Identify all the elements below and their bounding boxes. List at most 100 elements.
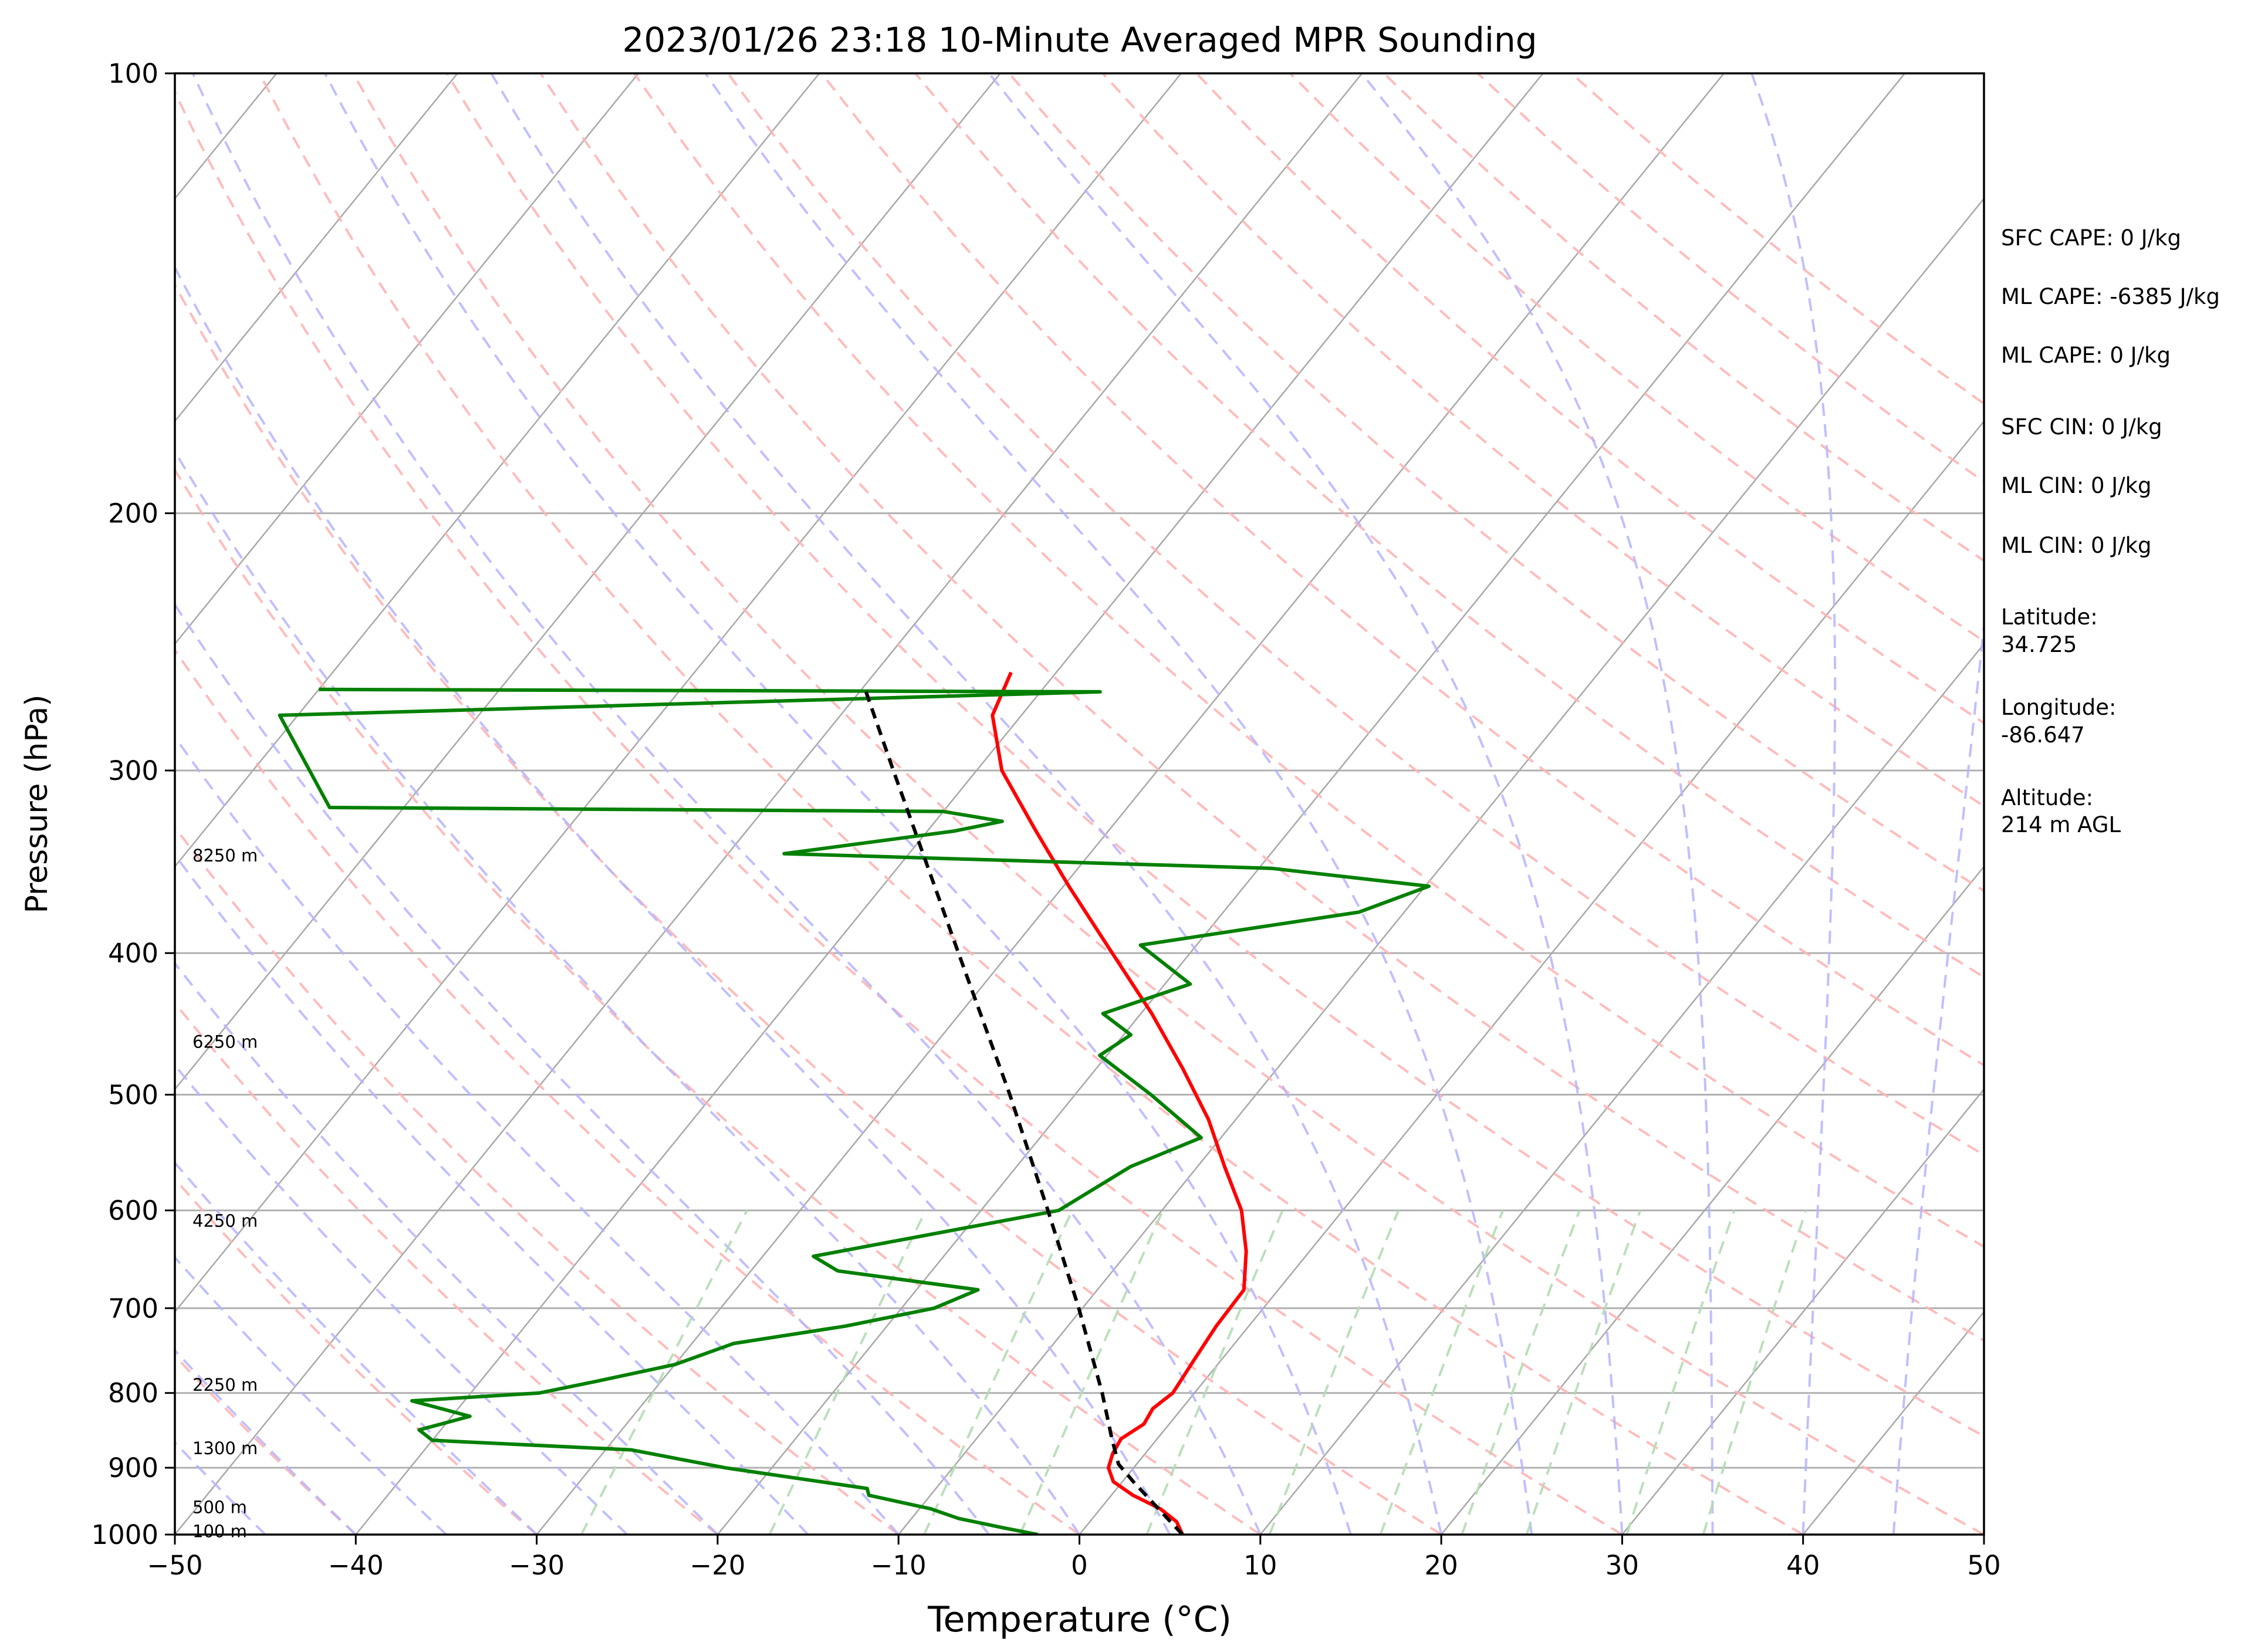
isotherm-line [175, 73, 1363, 1535]
x-tick-label: 10 [1243, 1550, 1277, 1581]
chart-title: 2023/01/26 23:18 10-Minute Averaged MPR … [622, 20, 1537, 60]
moist-adiabat-line [490, 73, 1443, 1535]
moist-adiabat-line [175, 265, 1171, 1535]
x-tick-label: −20 [689, 1550, 745, 1581]
x-tick-label: 0 [1071, 1550, 1088, 1581]
isotherm-line [355, 73, 1544, 1535]
moist-adiabat-line [175, 1161, 538, 1535]
x-tick-label: −50 [147, 1550, 203, 1581]
mixing-ratio-line [1019, 1209, 1164, 1535]
y-tick-label: 500 [108, 1079, 158, 1110]
mixing-ratio-line [1625, 1209, 1736, 1535]
y-tick-label: 400 [108, 938, 158, 969]
isotherm-line [175, 73, 639, 646]
mixing-ratio-line [1461, 1209, 1581, 1535]
moist-adiabat-line [1892, 614, 1984, 1535]
dry-adiabat-line [175, 1177, 538, 1535]
dry-adiabat-line [258, 73, 1804, 1535]
latitude-value: 34.725 [2001, 632, 2077, 657]
sfc-cape-text: SFC CAPE: 0 J/kg [2001, 225, 2181, 251]
height-labels: 8250 m 6250 m 4250 m 2250 m 1300 m 500 m 100 m [192, 846, 258, 1542]
moist-adiabat-line [1750, 73, 1837, 1535]
dry-adiabat-line [445, 73, 1984, 1438]
dry-adiabat-line [175, 648, 1080, 1535]
moist-adiabat-line [324, 73, 1352, 1535]
dry-adiabat-line [633, 73, 1984, 1248]
x-tick-label: 40 [1786, 1550, 1820, 1581]
isotherm-line [1441, 865, 1984, 1535]
ml-cape-text: ML CAPE: 0 J/kg [2001, 343, 2171, 368]
x-tick-label: −30 [509, 1550, 565, 1581]
isotherm-line [1259, 643, 1984, 1535]
dry-adiabat-line [1195, 73, 1984, 725]
height-label: 4250 m [192, 1211, 258, 1231]
moist-adiabats [175, 73, 1984, 1535]
moist-adiabat-line [988, 73, 1624, 1535]
dry-adiabats [175, 73, 1984, 1535]
isotherm-line [716, 73, 1906, 1535]
dry-adiabat-line [352, 73, 1984, 1535]
y-tick-label: 300 [108, 755, 158, 786]
dry-adiabat-line [1101, 73, 1984, 808]
longitude-label: Longitude: [2001, 695, 2117, 720]
moist-adiabat-line [175, 853, 809, 1535]
moist-adiabat-line [175, 961, 719, 1535]
isotherm-line [175, 73, 1182, 1313]
ml-cape-text: ML CAPE: -6385 J/kg [2001, 284, 2220, 309]
ml-cin-text: ML CIN: 0 J/kg [2001, 473, 2152, 498]
y-axis-title: Pressure (hPa) [19, 695, 55, 914]
mixing-ratio-line [1525, 1209, 1642, 1535]
latitude-label: Latitude: [2001, 604, 2098, 630]
height-label: 2250 m [192, 1375, 258, 1395]
isotherm-line [536, 73, 1725, 1535]
y-tick-label: 700 [108, 1293, 158, 1324]
x-tick-label: 20 [1424, 1550, 1458, 1581]
dry-adiabat-line [175, 1001, 719, 1535]
moist-adiabat-line [175, 1255, 447, 1535]
x-tick-label: −40 [328, 1550, 384, 1581]
longitude-value: -86.647 [2001, 722, 2085, 748]
isotherms [175, 73, 1984, 1535]
x-tick-label: −10 [871, 1550, 927, 1581]
y-tick-label: 900 [108, 1452, 158, 1484]
moist-adiabat-line [191, 73, 1262, 1535]
mixing-ratio-line [580, 1209, 748, 1535]
height-label: 1300 m [192, 1438, 258, 1458]
height-label: 6250 m [192, 1032, 258, 1052]
height-label: 500 m [192, 1498, 247, 1518]
x-tick-label: 30 [1605, 1550, 1639, 1581]
background-lines [175, 73, 1984, 1535]
moist-adiabat-line [175, 735, 900, 1535]
sfc-cin-text: SFC CIN: 0 J/kg [2001, 414, 2162, 440]
dry-adiabat-line [1008, 73, 1984, 893]
mixing-ratio-lines [580, 1209, 1807, 1535]
mixing-ratio-line [1268, 1209, 1400, 1535]
dry-adiabat-line [539, 73, 1984, 1342]
y-tick-label: 1000 [91, 1519, 158, 1550]
ml-cin-text: ML CIN: 0 J/kg [2001, 533, 2152, 558]
mixing-ratio-line [1145, 1209, 1284, 1535]
mixing-ratio-line [1379, 1209, 1504, 1535]
dry-adiabat-line [175, 1354, 357, 1535]
y-axis-ticks: 100 200 300 400 500 600 700 800 900 1000 [91, 58, 175, 1550]
height-label: 8250 m [192, 846, 258, 866]
info-panel: SFC CAPE: 0 J/kg ML CAPE: -6385 J/kg ML … [2001, 225, 2220, 837]
isotherm-line [898, 197, 1984, 1535]
y-tick-label: 200 [108, 498, 158, 529]
mixing-ratio-line [1702, 1209, 1807, 1535]
y-tick-label: 600 [108, 1195, 158, 1226]
dry-adiabat-line [175, 283, 1442, 1535]
altitude-value: 214 m AGL [2001, 812, 2121, 837]
isotherm-line [1079, 420, 1984, 1535]
moist-adiabat-line [175, 602, 990, 1535]
moist-adiabat-line [175, 449, 1081, 1535]
dry-adiabat-line [820, 73, 1984, 1067]
isotherm-line [175, 73, 820, 868]
moist-adiabat-line [704, 73, 1533, 1535]
x-axis-title: Temperature (°C) [927, 1599, 1232, 1640]
dry-adiabat-line [175, 89, 1623, 1535]
y-tick-label: 100 [108, 58, 158, 89]
altitude-label: Altitude: [2001, 785, 2093, 810]
x-tick-label: 50 [1967, 1550, 2000, 1581]
